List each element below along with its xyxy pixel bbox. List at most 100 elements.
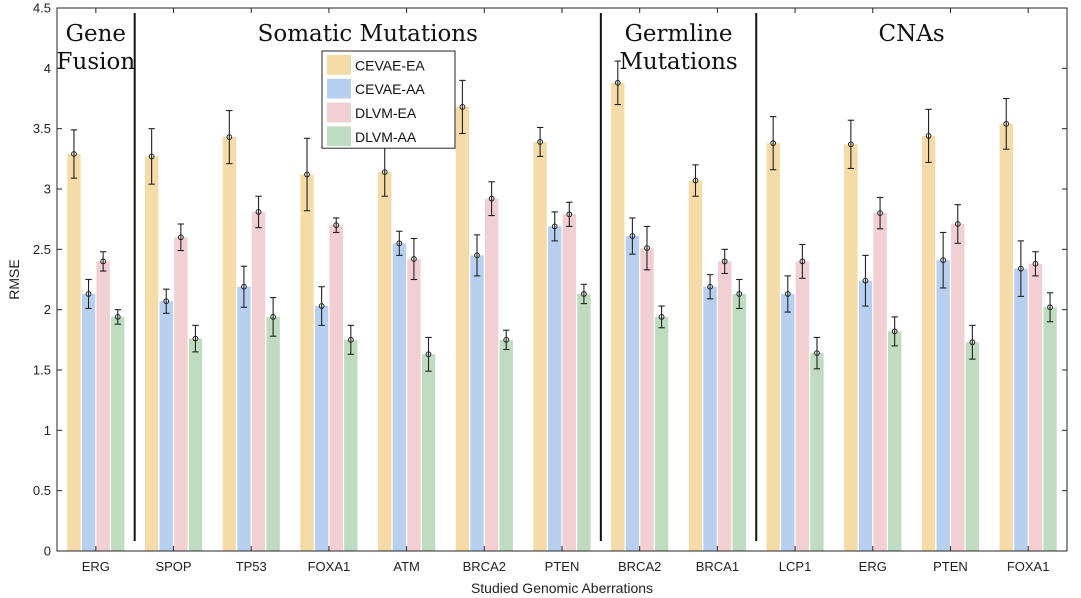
bar <box>887 331 902 551</box>
bar <box>266 316 280 551</box>
mean-marker <box>114 314 121 320</box>
mean-marker <box>148 153 155 160</box>
bar <box>703 286 717 551</box>
y-tick-label: 0.5 <box>33 483 51 498</box>
group-label: Somatic Mutations <box>258 21 478 47</box>
legend-swatch <box>327 126 351 147</box>
mean-marker <box>614 79 621 86</box>
legend-label: CEVAE-EA <box>355 57 425 73</box>
mean-marker <box>721 258 728 265</box>
x-tick-label: FOXA1 <box>308 559 351 574</box>
bar <box>222 137 237 551</box>
mean-marker <box>692 177 699 184</box>
bars-layer <box>67 82 1057 552</box>
bar <box>174 237 188 551</box>
error-bars-layer <box>70 60 1054 372</box>
mean-marker <box>425 351 432 358</box>
x-tick-label: ATM <box>393 559 419 574</box>
bar <box>965 342 980 551</box>
bar <box>499 339 513 551</box>
mean-marker <box>969 339 976 346</box>
mean-marker <box>581 291 587 297</box>
bar <box>844 144 858 551</box>
bar <box>640 248 654 552</box>
group-label-line: CNAs <box>879 21 945 47</box>
plot-frame <box>56 7 1068 552</box>
legend-swatch <box>327 78 351 99</box>
mean-marker <box>488 195 495 202</box>
y-tick-label: 3.5 <box>33 121 51 136</box>
bar <box>810 353 824 551</box>
group-label-line: Gene <box>66 21 126 47</box>
x-tick-label: FOXA1 <box>1007 559 1050 574</box>
group-label-line: Mutations <box>619 49 737 75</box>
mean-marker <box>877 210 883 217</box>
mean-marker <box>255 209 262 215</box>
y-tick-label: 4 <box>44 61 51 76</box>
mean-marker <box>226 134 233 141</box>
mean-marker <box>537 139 543 145</box>
x-tick-label: BRCA1 <box>696 559 739 574</box>
legend-label: DLVM-EA <box>355 105 417 121</box>
mean-marker <box>304 171 310 178</box>
bar <box>251 211 266 551</box>
bar <box>1043 307 1057 551</box>
mean-marker <box>1017 265 1024 272</box>
mean-marker <box>629 233 636 239</box>
mean-marker <box>474 252 480 259</box>
mean-marker <box>566 211 573 218</box>
mean-marker <box>784 291 791 297</box>
mean-marker <box>411 256 417 262</box>
y-tick-label: 2.5 <box>33 242 51 257</box>
bar <box>548 226 562 551</box>
mean-marker <box>847 141 854 148</box>
bar <box>611 82 625 552</box>
mean-marker <box>347 336 354 343</box>
bar <box>795 261 810 551</box>
mean-marker <box>814 350 820 357</box>
mean-marker <box>163 298 170 305</box>
bar <box>732 293 746 551</box>
mean-marker <box>241 283 247 290</box>
mean-marker <box>318 303 325 309</box>
bar <box>533 141 547 551</box>
group-labels: Gene Fusion Somatic Mutations Germline Mutat… <box>57 21 945 75</box>
bar <box>111 316 125 551</box>
bar <box>455 106 470 552</box>
bar <box>936 260 950 551</box>
bar <box>921 135 936 551</box>
group-label-line: Somatic Mutations <box>258 21 478 47</box>
bar <box>688 180 703 551</box>
mean-marker <box>1032 260 1039 267</box>
bar <box>654 316 669 551</box>
mean-marker <box>799 258 806 265</box>
legend-label: DLVM-AA <box>355 129 417 145</box>
mean-marker <box>551 223 558 230</box>
x-tick-label: ERG <box>859 559 887 574</box>
mean-marker <box>707 283 713 290</box>
bar <box>237 286 251 551</box>
y-tick-label: 1.5 <box>33 363 51 378</box>
x-axis-title: Studied Genomic Aberrations <box>471 580 653 596</box>
mean-marker <box>459 104 466 110</box>
bar <box>378 172 392 551</box>
bar <box>1028 263 1043 551</box>
group-label: Germline Mutations <box>619 21 737 75</box>
group-label: CNAs <box>879 21 945 47</box>
bar <box>67 154 81 552</box>
y-tick-label: 3 <box>44 182 51 197</box>
bar <box>392 243 407 552</box>
mean-marker <box>177 234 184 241</box>
mean-marker <box>100 258 107 265</box>
mean-marker <box>71 151 77 157</box>
x-tick-label: BRCA2 <box>618 559 661 574</box>
mean-marker <box>954 221 961 227</box>
x-tick-label: ERG <box>82 559 110 574</box>
bar <box>1014 268 1028 551</box>
x-tick-label: LCP1 <box>779 559 812 574</box>
bar <box>314 306 329 551</box>
mean-marker <box>644 245 650 252</box>
bar <box>96 261 110 551</box>
mean-marker <box>381 169 388 176</box>
